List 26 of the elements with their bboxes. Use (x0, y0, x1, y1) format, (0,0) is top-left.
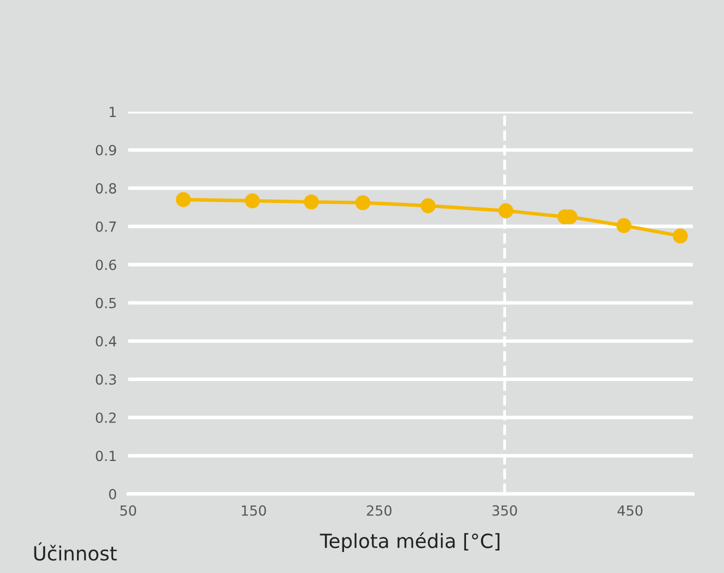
x-tick-label: 250 (366, 505, 392, 516)
point (355, 195, 370, 210)
y-tick-label: 0 (109, 488, 116, 500)
x-tick-label: 450 (618, 505, 642, 516)
point (498, 203, 514, 218)
y-tick-label: 1 (110, 106, 116, 118)
x-axis-title: Teplota média [°C] (320, 532, 500, 552)
y-tick-label: 0.7 (96, 221, 116, 232)
x-tick-label: 50 (120, 505, 136, 516)
point (420, 198, 436, 214)
y-tick-label: 0.1 (96, 450, 116, 462)
y-tick-label: 0.9 (96, 144, 116, 156)
y-tick-label: 0.8 (96, 183, 116, 194)
point (244, 193, 260, 208)
x-tick-label: 150 (242, 505, 266, 516)
point (672, 228, 688, 244)
x-tick-label: 350 (492, 505, 517, 516)
y-axis-title: Účinnost (34, 542, 117, 561)
y-tick-label: 0.5 (96, 298, 116, 308)
y-tick-label: 0.6 (96, 260, 116, 270)
point (616, 218, 632, 234)
y-tick-label: 0.3 (96, 374, 116, 385)
point (176, 192, 191, 208)
y-tick-label: 0.4 (96, 336, 116, 347)
point (304, 194, 319, 210)
y-tick-label: 0.2 (96, 412, 116, 423)
